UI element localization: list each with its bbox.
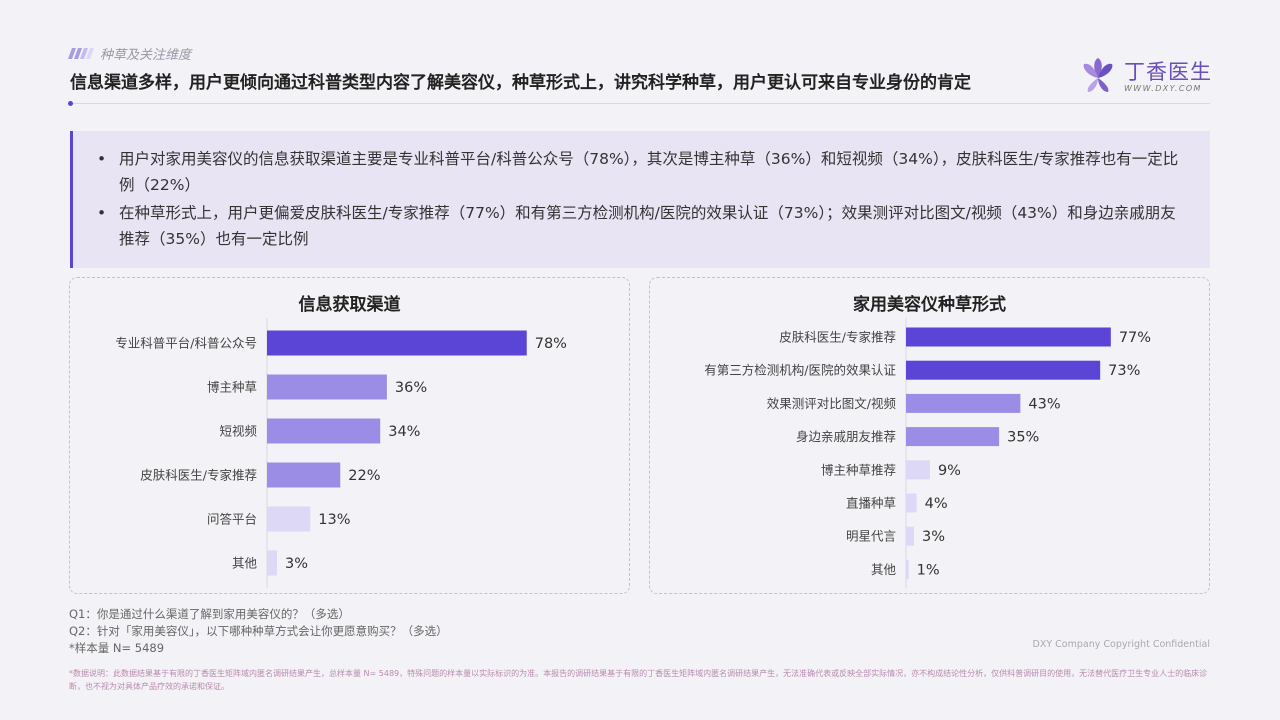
category-label: 其他 bbox=[232, 556, 258, 571]
value-label: 36% bbox=[395, 380, 427, 396]
stripes-icon bbox=[67, 48, 95, 59]
category-label: 皮肤科医生/专家推荐 bbox=[140, 468, 257, 483]
header-divider bbox=[70, 103, 1210, 104]
value-label: 35% bbox=[1007, 430, 1039, 446]
bar bbox=[906, 427, 1000, 447]
value-label: 73% bbox=[1108, 363, 1140, 379]
bar bbox=[267, 506, 311, 532]
value-label: 43% bbox=[1028, 396, 1060, 412]
category-label: 皮肤科医生/专家推荐 bbox=[779, 330, 896, 345]
disclaimer: *数据说明：此数据结果基于有限的丁香医生矩阵域内匿名调研结果产生，总样本量 N=… bbox=[69, 669, 1208, 691]
category-label: 明星代言 bbox=[846, 529, 896, 544]
category-label: 博主种草 bbox=[207, 380, 257, 395]
category-label: 博主种草推荐 bbox=[821, 462, 896, 477]
value-label: 77% bbox=[1119, 330, 1151, 346]
bar bbox=[906, 460, 930, 480]
bullet-dot-icon: • bbox=[97, 204, 107, 222]
value-label: 13% bbox=[318, 512, 350, 528]
clove-flower-icon bbox=[1083, 58, 1113, 92]
brand-logo: 丁香医生 WWW.DXY.COM bbox=[1078, 56, 1212, 96]
bar bbox=[906, 393, 1021, 413]
chart-recommendation-forms: 皮肤科医生/专家推荐 77% 有第三方检测机构/医院的效果认证 73% 效果测评对比图文… bbox=[704, 318, 1151, 589]
value-label: 3% bbox=[922, 529, 945, 545]
footnote-q1: Q1：你是通过什么渠道了解到家用美容仪的？（多选） bbox=[69, 607, 350, 621]
footnote-q2: Q2：针对「家用美容仪」，以下哪种种草方式会让你更愿意购买？（多选） bbox=[69, 624, 448, 638]
chart-title: 信息获取渠道 bbox=[298, 295, 401, 315]
category-label: 有第三方检测机构/医院的效果认证 bbox=[704, 363, 896, 378]
summary-bullet: • 用户对家用美容仪的信息获取渠道主要是专业科普平台/科普公众号（78%），其次… bbox=[97, 146, 1186, 198]
summary-bullet-text: 用户对家用美容仪的信息获取渠道主要是专业科普平台/科普公众号（78%），其次是博… bbox=[119, 150, 1179, 194]
page-title: 信息渠道多样，用户更倾向通过科普类型内容了解美容仪，种草形式上，讲究科学种草，用… bbox=[70, 73, 971, 93]
chart-panel-recommendation-forms: 家用美容仪种草形式 皮肤科医生/专家推荐 77% 有第三方检测机构/医院的效果认证 7… bbox=[649, 277, 1210, 594]
divider-dot bbox=[68, 101, 73, 106]
value-label: 4% bbox=[925, 496, 948, 512]
bar bbox=[267, 374, 387, 400]
bar bbox=[267, 418, 381, 444]
section-tag-label: 种草及关注维度 bbox=[100, 48, 192, 63]
footnotes: Q1：你是通过什么渠道了解到家用美容仪的？（多选） Q2：针对「家用美容仪」，以… bbox=[69, 606, 448, 657]
category-label: 身边亲戚朋友推荐 bbox=[796, 429, 896, 444]
value-label: 1% bbox=[917, 562, 940, 578]
summary-bullet-text: 在种草形式上，用户更偏爱皮肤科医生/专家推荐（77%）和有第三方检测机构/医院的… bbox=[119, 204, 1176, 248]
logo-name: 丁香医生 bbox=[1124, 59, 1212, 84]
bullet-dot-icon: • bbox=[97, 150, 107, 168]
logo-url: WWW.DXY.COM bbox=[1124, 83, 1202, 93]
bar bbox=[267, 330, 527, 356]
chart-title: 家用美容仪种草形式 bbox=[853, 295, 1006, 315]
category-label: 其他 bbox=[871, 562, 897, 577]
section-tag: 种草及关注维度 bbox=[67, 44, 192, 63]
bar bbox=[906, 493, 917, 513]
bar bbox=[906, 526, 914, 546]
value-label: 34% bbox=[388, 424, 420, 440]
copyright: DXY Company Copyright Confidential bbox=[1032, 639, 1210, 650]
category-label: 直播种草 bbox=[846, 496, 896, 511]
bar bbox=[906, 360, 1101, 380]
category-label: 问答平台 bbox=[207, 512, 257, 527]
bar bbox=[906, 327, 1111, 347]
bar bbox=[267, 462, 341, 488]
summary-box: • 用户对家用美容仪的信息获取渠道主要是专业科普平台/科普公众号（78%），其次… bbox=[70, 131, 1210, 268]
category-label: 短视频 bbox=[219, 424, 257, 439]
value-label: 3% bbox=[285, 556, 308, 572]
bar bbox=[906, 559, 909, 579]
value-label: 78% bbox=[535, 336, 567, 352]
summary-bullet: • 在种草形式上，用户更偏爱皮肤科医生/专家推荐（77%）和有第三方检测机构/医… bbox=[97, 200, 1186, 252]
bar bbox=[267, 550, 277, 576]
footnote-sample: *样本量 N= 5489 bbox=[69, 641, 165, 655]
value-label: 9% bbox=[938, 463, 961, 479]
category-label: 效果测评对比图文/视频 bbox=[767, 396, 897, 411]
value-label: 22% bbox=[348, 468, 380, 484]
category-label: 专业科普平台/科普公众号 bbox=[115, 336, 257, 351]
chart-info-channels: 专业科普平台/科普公众号 78% 博主种草 36% 短视频 34% 皮肤科医生/专家推荐 22… bbox=[115, 318, 567, 588]
chart-panel-info-channels: 信息获取渠道 专业科普平台/科普公众号 78% 博主种草 36% 短视频 34% 皮肤科医生… bbox=[69, 277, 630, 594]
